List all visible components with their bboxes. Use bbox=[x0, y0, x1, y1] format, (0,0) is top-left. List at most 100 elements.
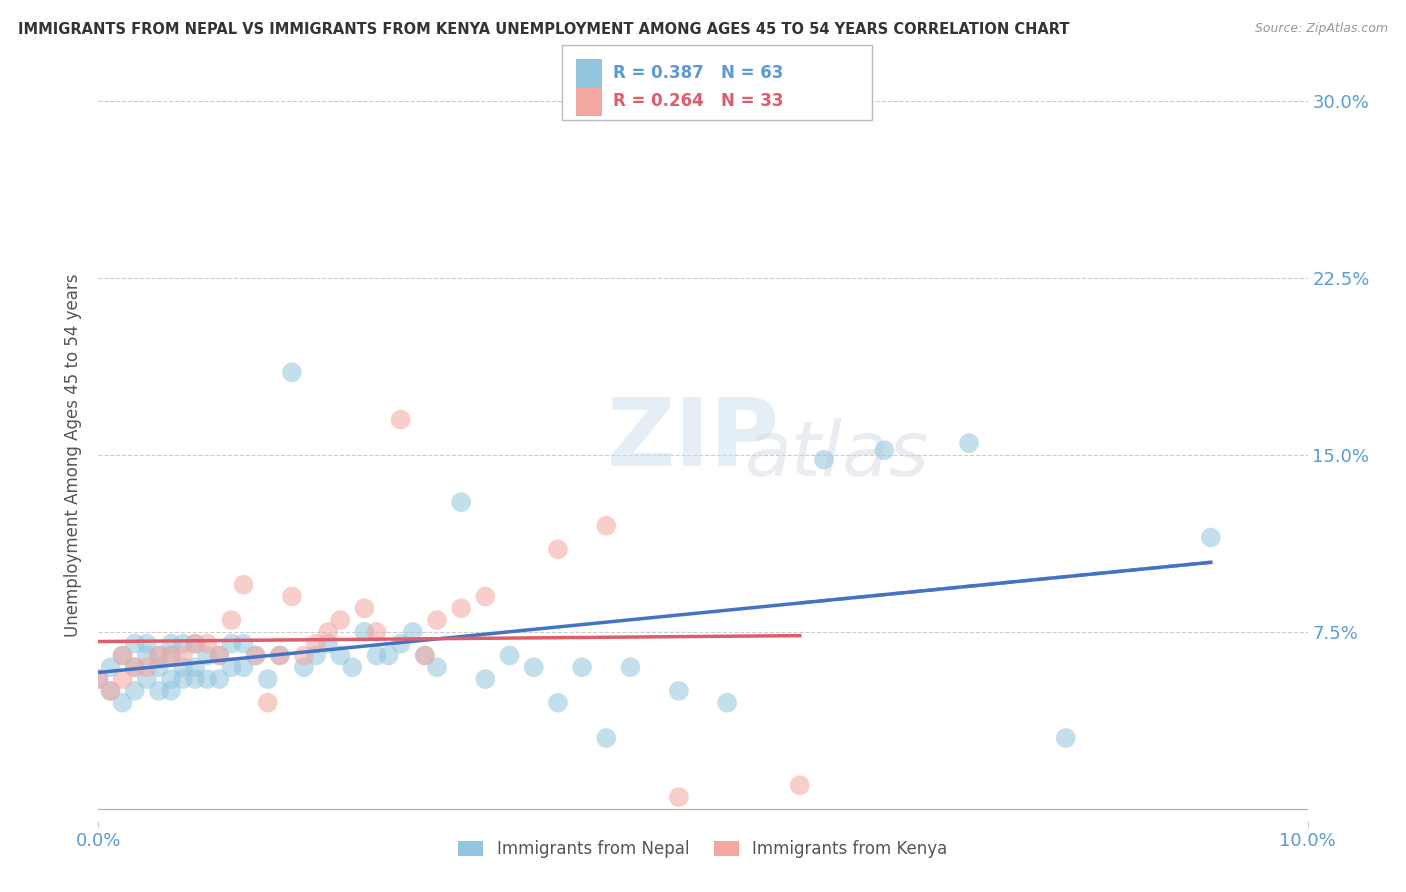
Point bbox=[305, 637, 328, 651]
Point bbox=[100, 660, 122, 674]
Point bbox=[135, 660, 157, 674]
Point bbox=[135, 648, 157, 663]
Text: R = 0.264   N = 33: R = 0.264 N = 33 bbox=[613, 93, 783, 111]
Point bbox=[668, 684, 690, 698]
Point bbox=[281, 365, 304, 379]
Point bbox=[221, 637, 243, 651]
Point bbox=[87, 672, 110, 686]
Point bbox=[256, 696, 278, 710]
Point bbox=[413, 648, 436, 663]
Point bbox=[184, 660, 207, 674]
Point bbox=[342, 660, 364, 674]
Point bbox=[172, 637, 194, 651]
Point bbox=[1199, 531, 1222, 545]
Point bbox=[148, 660, 170, 674]
Point bbox=[366, 624, 388, 639]
Point bbox=[619, 660, 641, 674]
Point bbox=[329, 648, 352, 663]
Point bbox=[547, 542, 569, 557]
Point bbox=[366, 648, 388, 663]
Point bbox=[413, 648, 436, 663]
Point bbox=[389, 412, 412, 426]
Point bbox=[292, 648, 315, 663]
Text: ZIP: ZIP bbox=[606, 394, 779, 486]
Point bbox=[221, 613, 243, 627]
Point bbox=[450, 495, 472, 509]
Text: atlas: atlas bbox=[745, 418, 929, 491]
Point bbox=[281, 590, 304, 604]
Point bbox=[498, 648, 520, 663]
Point bbox=[221, 660, 243, 674]
Point bbox=[377, 648, 399, 663]
Point bbox=[873, 443, 896, 458]
Point bbox=[292, 660, 315, 674]
Point bbox=[111, 696, 134, 710]
Point bbox=[316, 637, 339, 651]
Point bbox=[148, 684, 170, 698]
Point bbox=[172, 672, 194, 686]
Point bbox=[208, 648, 231, 663]
Point bbox=[329, 613, 352, 627]
Point bbox=[135, 637, 157, 651]
Point bbox=[305, 648, 328, 663]
Text: R = 0.387   N = 63: R = 0.387 N = 63 bbox=[613, 64, 783, 82]
Point bbox=[402, 624, 425, 639]
Point bbox=[232, 637, 254, 651]
Point bbox=[474, 590, 496, 604]
Point bbox=[160, 637, 183, 651]
Point bbox=[523, 660, 546, 674]
Point bbox=[148, 648, 170, 663]
Y-axis label: Unemployment Among Ages 45 to 54 years: Unemployment Among Ages 45 to 54 years bbox=[65, 273, 83, 637]
Point bbox=[595, 518, 617, 533]
Point bbox=[571, 660, 593, 674]
Point bbox=[111, 648, 134, 663]
Point bbox=[124, 637, 146, 651]
Point bbox=[547, 696, 569, 710]
Point bbox=[353, 624, 375, 639]
Legend: Immigrants from Nepal, Immigrants from Kenya: Immigrants from Nepal, Immigrants from K… bbox=[451, 834, 955, 865]
Point bbox=[111, 672, 134, 686]
Point bbox=[172, 660, 194, 674]
Point bbox=[426, 613, 449, 627]
Point bbox=[195, 648, 218, 663]
Point bbox=[474, 672, 496, 686]
Point bbox=[789, 778, 811, 792]
Point bbox=[160, 648, 183, 663]
Point bbox=[245, 648, 267, 663]
Point bbox=[100, 684, 122, 698]
Point bbox=[195, 672, 218, 686]
Point bbox=[124, 684, 146, 698]
Point bbox=[716, 696, 738, 710]
Point bbox=[668, 790, 690, 805]
Point bbox=[316, 624, 339, 639]
Point bbox=[184, 637, 207, 651]
Point bbox=[111, 648, 134, 663]
Point bbox=[269, 648, 291, 663]
Point bbox=[135, 672, 157, 686]
Point bbox=[426, 660, 449, 674]
Point bbox=[148, 648, 170, 663]
Point bbox=[1054, 731, 1077, 745]
Point bbox=[256, 672, 278, 686]
Point bbox=[87, 672, 110, 686]
Point bbox=[389, 637, 412, 651]
Point bbox=[232, 577, 254, 591]
Point bbox=[195, 637, 218, 651]
Point bbox=[160, 648, 183, 663]
Point bbox=[172, 648, 194, 663]
Text: IMMIGRANTS FROM NEPAL VS IMMIGRANTS FROM KENYA UNEMPLOYMENT AMONG AGES 45 TO 54 : IMMIGRANTS FROM NEPAL VS IMMIGRANTS FROM… bbox=[18, 22, 1070, 37]
Point bbox=[957, 436, 980, 450]
Point bbox=[100, 684, 122, 698]
Point bbox=[124, 660, 146, 674]
Point bbox=[160, 684, 183, 698]
Point bbox=[353, 601, 375, 615]
Point bbox=[595, 731, 617, 745]
Point bbox=[184, 637, 207, 651]
Text: Source: ZipAtlas.com: Source: ZipAtlas.com bbox=[1254, 22, 1388, 36]
Point bbox=[450, 601, 472, 615]
Point bbox=[232, 660, 254, 674]
Point bbox=[813, 452, 835, 467]
Point bbox=[245, 648, 267, 663]
Point bbox=[208, 648, 231, 663]
Point bbox=[208, 672, 231, 686]
